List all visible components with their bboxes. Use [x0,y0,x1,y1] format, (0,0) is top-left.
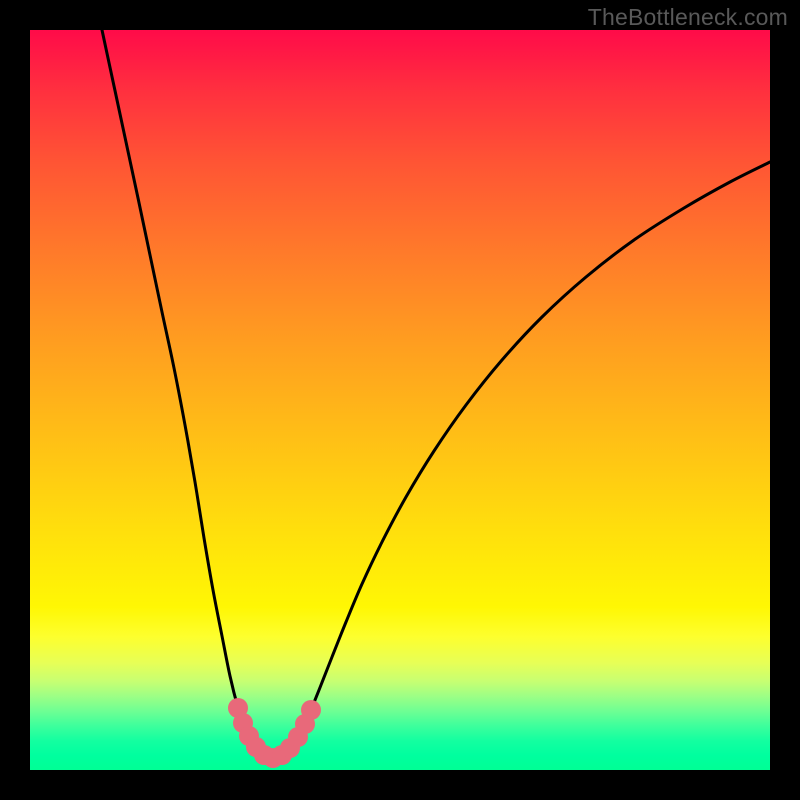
watermark-text: TheBottleneck.com [588,4,788,31]
valley-marker [301,700,321,720]
valley-markers [228,698,321,768]
gradient-plot-area [30,30,770,770]
bottleneck-curve [30,30,770,770]
chart-frame: TheBottleneck.com [0,0,800,800]
curve-line [102,30,770,758]
